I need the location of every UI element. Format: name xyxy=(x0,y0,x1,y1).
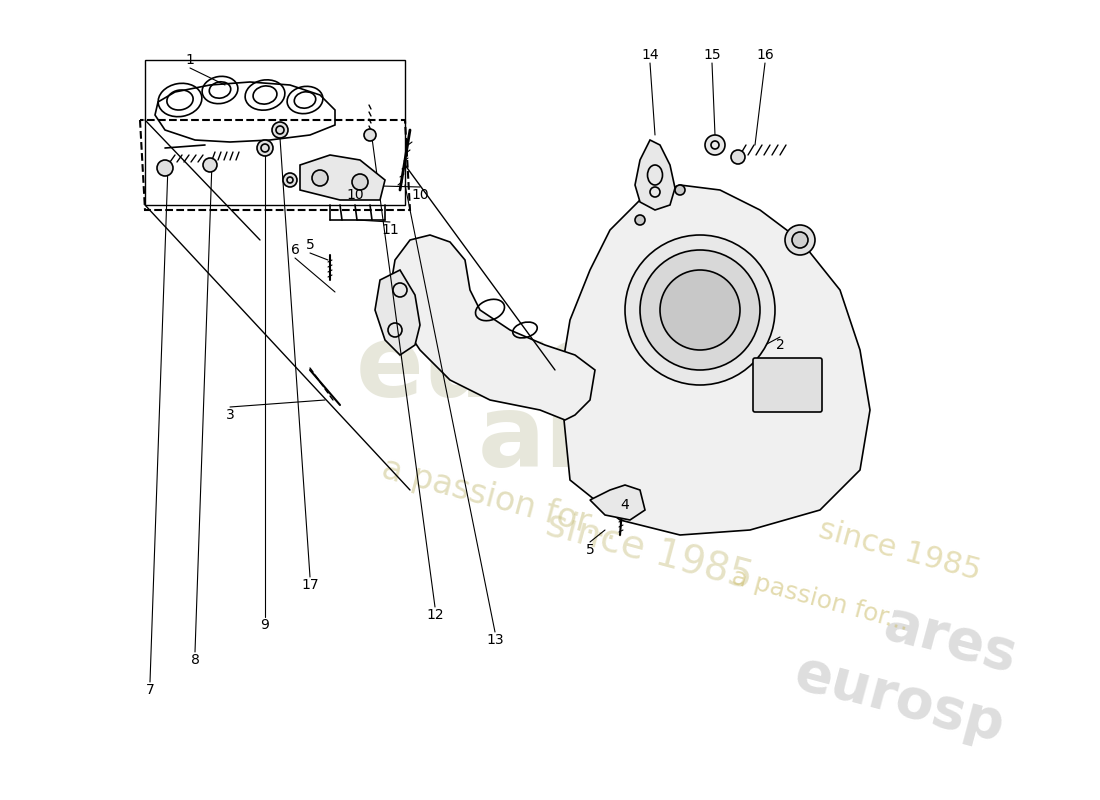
Circle shape xyxy=(635,215,645,225)
Text: a passion for...: a passion for... xyxy=(378,453,623,547)
Text: ares: ares xyxy=(878,596,1022,684)
Text: 6: 6 xyxy=(290,243,299,257)
Text: 5: 5 xyxy=(585,543,594,557)
Circle shape xyxy=(625,235,776,385)
Circle shape xyxy=(705,135,725,155)
Text: 8: 8 xyxy=(190,653,199,667)
Text: 9: 9 xyxy=(261,618,270,632)
Circle shape xyxy=(732,150,745,164)
Circle shape xyxy=(660,270,740,350)
FancyBboxPatch shape xyxy=(754,358,822,412)
Text: 7: 7 xyxy=(145,683,154,697)
Text: 5: 5 xyxy=(306,238,315,252)
Circle shape xyxy=(785,225,815,255)
Circle shape xyxy=(640,250,760,370)
Polygon shape xyxy=(300,155,385,200)
Text: since 1985: since 1985 xyxy=(816,514,985,586)
Circle shape xyxy=(792,232,808,248)
Circle shape xyxy=(257,140,273,156)
Circle shape xyxy=(272,122,288,138)
Polygon shape xyxy=(560,185,870,535)
Text: 3: 3 xyxy=(226,408,234,422)
Text: 15: 15 xyxy=(703,48,720,62)
Text: 2: 2 xyxy=(776,338,784,352)
Text: 16: 16 xyxy=(756,48,774,62)
Polygon shape xyxy=(590,485,645,520)
Circle shape xyxy=(352,174,368,190)
Circle shape xyxy=(283,173,297,187)
Text: 10: 10 xyxy=(411,188,429,202)
Polygon shape xyxy=(375,270,420,355)
Text: 10: 10 xyxy=(346,188,364,202)
Text: 14: 14 xyxy=(641,48,659,62)
Circle shape xyxy=(364,129,376,141)
Text: a passion for...: a passion for... xyxy=(728,565,912,635)
Text: 13: 13 xyxy=(486,633,504,647)
Text: 11: 11 xyxy=(381,223,399,237)
Polygon shape xyxy=(635,140,675,210)
Polygon shape xyxy=(390,235,595,420)
Text: ares: ares xyxy=(477,391,722,489)
Text: 12: 12 xyxy=(426,608,443,622)
Text: eurosp: eurosp xyxy=(789,646,1011,754)
Circle shape xyxy=(157,160,173,176)
Circle shape xyxy=(675,185,685,195)
Text: since 1985: since 1985 xyxy=(542,504,758,596)
Circle shape xyxy=(654,195,666,205)
Bar xyxy=(145,60,405,205)
Text: 17: 17 xyxy=(301,578,319,592)
Circle shape xyxy=(204,158,217,172)
Text: eurosp: eurosp xyxy=(356,322,744,418)
Text: 1: 1 xyxy=(186,53,195,67)
Text: 4: 4 xyxy=(620,498,629,512)
Circle shape xyxy=(312,170,328,186)
